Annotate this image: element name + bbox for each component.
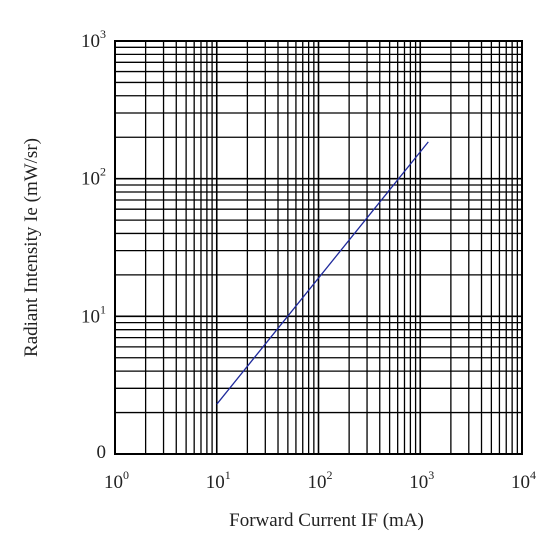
x-tick-label: 101: [206, 468, 231, 493]
x-tick-label: 103: [409, 468, 434, 493]
y-axis-title: Radiant Intensity Ie (mW/sr): [21, 138, 42, 357]
x-tick-label: 102: [308, 468, 333, 493]
y-tick-label: 102: [81, 165, 106, 190]
y-tick-label: 103: [81, 27, 106, 52]
series-line-0: [216, 141, 429, 405]
y-tick-label: 101: [81, 302, 106, 327]
y-tick-label: 0: [97, 442, 107, 463]
grid: [115, 41, 522, 454]
x-axis-title: Forward Current IF (mA): [229, 510, 424, 531]
x-tick-label: 104: [511, 468, 536, 493]
x-tick-label: 100: [104, 468, 129, 493]
y-tick-labels: 0 101 102 103: [81, 27, 106, 463]
plot-frame: [114, 40, 523, 455]
x-tick-labels: 100 101 102 103 104: [104, 468, 536, 493]
series-layer: [216, 141, 429, 405]
